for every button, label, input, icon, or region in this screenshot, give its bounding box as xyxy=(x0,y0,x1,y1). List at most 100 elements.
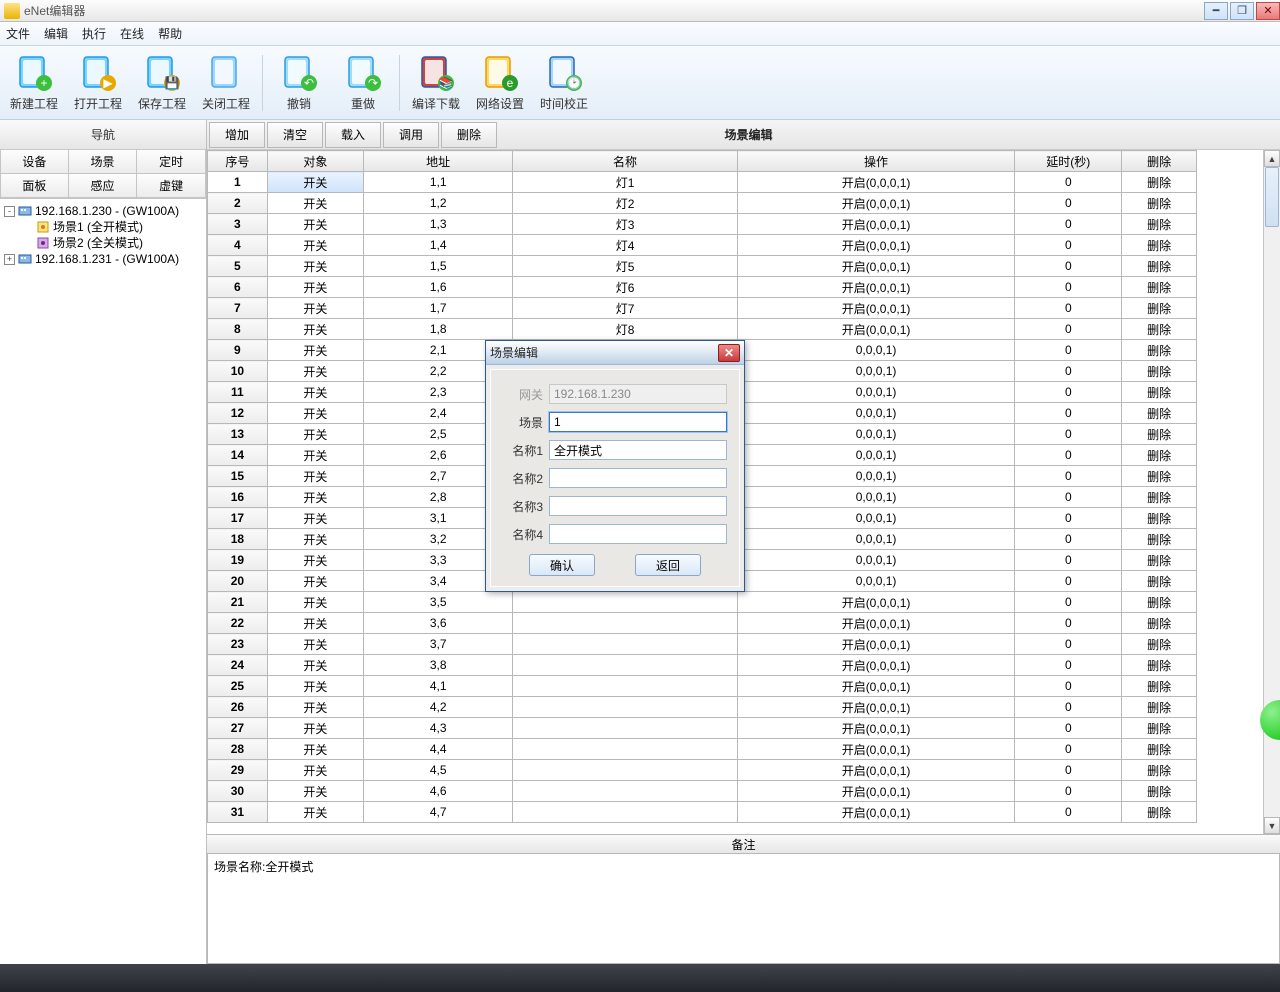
menu-4[interactable]: 帮助 xyxy=(158,25,182,42)
row-delete-button[interactable]: 删除 xyxy=(1122,571,1197,592)
nav-tab-1[interactable]: 场景 xyxy=(69,150,138,174)
tree-item-2[interactable]: 场景2 (全关模式) xyxy=(2,235,204,251)
dlg-input-4[interactable] xyxy=(549,496,727,516)
col-header-6[interactable]: 删除 xyxy=(1122,151,1197,172)
dlg-input-1[interactable] xyxy=(549,412,727,432)
scroll-down-icon[interactable]: ▼ xyxy=(1264,817,1280,834)
table-row[interactable]: 25 开关 4,1 开启(0,0,0,1) 0 删除 xyxy=(208,676,1197,697)
table-row[interactable]: 4 开关 1,4 灯4 开启(0,0,0,1) 0 删除 xyxy=(208,235,1197,256)
taskbar[interactable] xyxy=(0,964,1280,992)
row-delete-button[interactable]: 删除 xyxy=(1122,760,1197,781)
row-delete-button[interactable]: 删除 xyxy=(1122,655,1197,676)
row-delete-button[interactable]: 删除 xyxy=(1122,592,1197,613)
action-4-button[interactable]: 删除 xyxy=(441,122,497,148)
row-delete-button[interactable]: 删除 xyxy=(1122,214,1197,235)
table-row[interactable]: 31 开关 4,7 开启(0,0,0,1) 0 删除 xyxy=(208,802,1197,823)
save-project-button[interactable]: 💾 保存工程 xyxy=(132,50,192,116)
tree-expander-icon[interactable]: + xyxy=(4,254,15,265)
row-delete-button[interactable]: 删除 xyxy=(1122,277,1197,298)
row-delete-button[interactable]: 删除 xyxy=(1122,802,1197,823)
action-3-button[interactable]: 调用 xyxy=(383,122,439,148)
row-delete-button[interactable]: 删除 xyxy=(1122,172,1197,193)
time-correct-button[interactable]: 🕑 时间校正 xyxy=(534,50,594,116)
maximize-button[interactable]: ❐ xyxy=(1230,2,1254,20)
new-project-button[interactable]: + 新建工程 xyxy=(4,50,64,116)
network-settings-button[interactable]: e 网络设置 xyxy=(470,50,530,116)
row-delete-button[interactable]: 删除 xyxy=(1122,613,1197,634)
row-delete-button[interactable]: 删除 xyxy=(1122,676,1197,697)
table-row[interactable]: 7 开关 1,7 灯7 开启(0,0,0,1) 0 删除 xyxy=(208,298,1197,319)
col-header-3[interactable]: 名称 xyxy=(513,151,737,172)
table-row[interactable]: 21 开关 3,5 开启(0,0,0,1) 0 删除 xyxy=(208,592,1197,613)
menu-3[interactable]: 在线 xyxy=(120,25,144,42)
menu-1[interactable]: 编辑 xyxy=(44,25,68,42)
row-delete-button[interactable]: 删除 xyxy=(1122,361,1197,382)
row-delete-button[interactable]: 删除 xyxy=(1122,256,1197,277)
table-row[interactable]: 8 开关 1,8 灯8 开启(0,0,0,1) 0 删除 xyxy=(208,319,1197,340)
row-delete-button[interactable]: 删除 xyxy=(1122,697,1197,718)
row-delete-button[interactable]: 删除 xyxy=(1122,718,1197,739)
col-header-0[interactable]: 序号 xyxy=(208,151,268,172)
close-project-button[interactable]: 关闭工程 xyxy=(196,50,256,116)
undo-button[interactable]: ↶ 撤销 xyxy=(269,50,329,116)
nav-tab-3[interactable]: 面板 xyxy=(0,174,69,198)
row-delete-button[interactable]: 删除 xyxy=(1122,781,1197,802)
table-row[interactable]: 27 开关 4,3 开启(0,0,0,1) 0 删除 xyxy=(208,718,1197,739)
tree-expander-icon[interactable]: - xyxy=(4,206,15,217)
menu-0[interactable]: 文件 xyxy=(6,25,30,42)
compile-download-button[interactable]: 📚 编译下载 xyxy=(406,50,466,116)
col-header-2[interactable]: 地址 xyxy=(363,151,513,172)
table-row[interactable]: 24 开关 3,8 开启(0,0,0,1) 0 删除 xyxy=(208,655,1197,676)
table-row[interactable]: 29 开关 4,5 开启(0,0,0,1) 0 删除 xyxy=(208,760,1197,781)
scroll-up-icon[interactable]: ▲ xyxy=(1264,150,1280,167)
table-row[interactable]: 2 开关 1,2 灯2 开启(0,0,0,1) 0 删除 xyxy=(208,193,1197,214)
col-header-1[interactable]: 对象 xyxy=(267,151,363,172)
action-1-button[interactable]: 清空 xyxy=(267,122,323,148)
table-row[interactable]: 30 开关 4,6 开启(0,0,0,1) 0 删除 xyxy=(208,781,1197,802)
row-delete-button[interactable]: 删除 xyxy=(1122,529,1197,550)
row-delete-button[interactable]: 删除 xyxy=(1122,634,1197,655)
tree-item-3[interactable]: +192.168.1.231 - (GW100A) xyxy=(2,251,204,267)
row-delete-button[interactable]: 删除 xyxy=(1122,445,1197,466)
row-delete-button[interactable]: 删除 xyxy=(1122,424,1197,445)
table-row[interactable]: 26 开关 4,2 开启(0,0,0,1) 0 删除 xyxy=(208,697,1197,718)
open-project-button[interactable]: ▶ 打开工程 xyxy=(68,50,128,116)
nav-tab-0[interactable]: 设备 xyxy=(0,150,69,174)
row-delete-button[interactable]: 删除 xyxy=(1122,340,1197,361)
dialog-cancel-button[interactable]: 返回 xyxy=(635,554,701,576)
nav-tab-5[interactable]: 虚键 xyxy=(137,174,206,198)
row-delete-button[interactable]: 删除 xyxy=(1122,550,1197,571)
nav-tab-4[interactable]: 感应 xyxy=(69,174,138,198)
tree-item-1[interactable]: 场景1 (全开模式) xyxy=(2,219,204,235)
dlg-input-2[interactable] xyxy=(549,440,727,460)
scroll-thumb[interactable] xyxy=(1265,167,1279,227)
row-delete-button[interactable]: 删除 xyxy=(1122,193,1197,214)
remark-body[interactable]: 场景名称:全开模式 xyxy=(207,854,1280,964)
redo-button[interactable]: ↷ 重做 xyxy=(333,50,393,116)
action-2-button[interactable]: 载入 xyxy=(325,122,381,148)
dlg-input-3[interactable] xyxy=(549,468,727,488)
nav-tab-2[interactable]: 定时 xyxy=(137,150,206,174)
tree-item-0[interactable]: -192.168.1.230 - (GW100A) xyxy=(2,203,204,219)
table-row[interactable]: 23 开关 3,7 开启(0,0,0,1) 0 删除 xyxy=(208,634,1197,655)
dialog-ok-button[interactable]: 确认 xyxy=(529,554,595,576)
row-delete-button[interactable]: 删除 xyxy=(1122,739,1197,760)
nav-tree[interactable]: -192.168.1.230 - (GW100A)场景1 (全开模式)场景2 (… xyxy=(0,198,206,964)
action-0-button[interactable]: 增加 xyxy=(209,122,265,148)
row-delete-button[interactable]: 删除 xyxy=(1122,319,1197,340)
row-delete-button[interactable]: 删除 xyxy=(1122,508,1197,529)
col-header-4[interactable]: 操作 xyxy=(737,151,1015,172)
row-delete-button[interactable]: 删除 xyxy=(1122,403,1197,424)
table-row[interactable]: 5 开关 1,5 灯5 开启(0,0,0,1) 0 删除 xyxy=(208,256,1197,277)
row-delete-button[interactable]: 删除 xyxy=(1122,298,1197,319)
row-delete-button[interactable]: 删除 xyxy=(1122,235,1197,256)
table-row[interactable]: 1 开关 1,1 灯1 开启(0,0,0,1) 0 删除 xyxy=(208,172,1197,193)
table-row[interactable]: 3 开关 1,3 灯3 开启(0,0,0,1) 0 删除 xyxy=(208,214,1197,235)
col-header-5[interactable]: 延时(秒) xyxy=(1015,151,1122,172)
table-row[interactable]: 28 开关 4,4 开启(0,0,0,1) 0 删除 xyxy=(208,739,1197,760)
close-button[interactable]: ✕ xyxy=(1256,2,1280,20)
row-delete-button[interactable]: 删除 xyxy=(1122,382,1197,403)
row-delete-button[interactable]: 删除 xyxy=(1122,466,1197,487)
row-delete-button[interactable]: 删除 xyxy=(1122,487,1197,508)
dialog-close-button[interactable]: ✕ xyxy=(718,344,740,362)
